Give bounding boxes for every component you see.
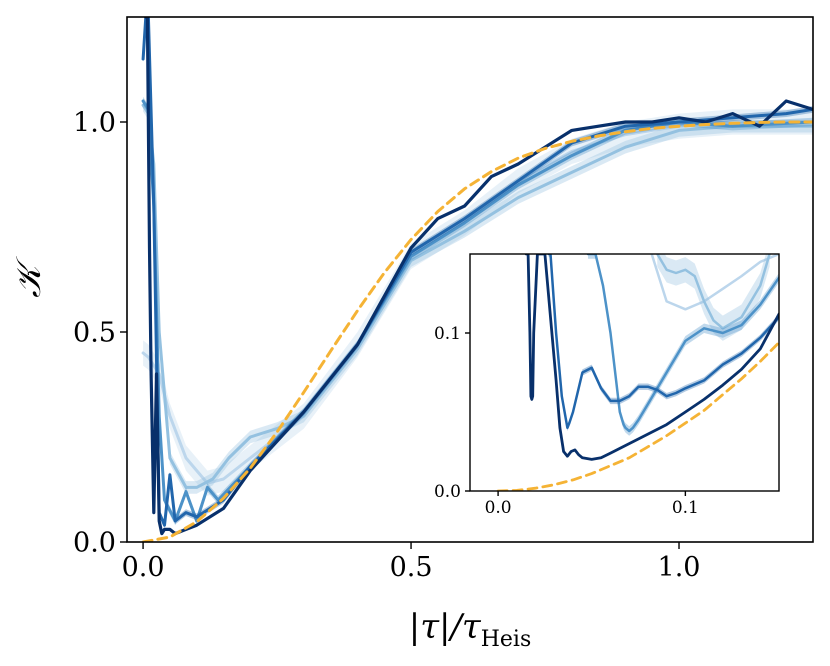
main-y-tick-label: 0.0 — [73, 527, 116, 558]
x-axis-title-main: |τ|/τ — [409, 607, 482, 647]
x-axis-title-subscript: Heis — [481, 627, 532, 652]
main-panel: 0.0 0.5 1.0 0.00.51.0 |τ|/τHeis 𝒦 — [9, 16, 814, 652]
main-line-series-2 — [141, 103, 813, 489]
main-x-axis: 0.0 0.5 1.0 — [122, 542, 701, 583]
main-x-tick-label: 1.0 — [658, 552, 701, 583]
inset-y-tick-label: 0.1 — [434, 324, 461, 344]
inset-line-series-4 — [547, 254, 779, 430]
inset-line-reference-curve — [496, 341, 779, 491]
main-y-tick-label: 1.0 — [73, 107, 116, 138]
inset-background — [470, 254, 779, 491]
inset-x-tick-label: 0.1 — [672, 498, 699, 518]
inset-x-tick-label: 0.0 — [485, 498, 512, 518]
main-line-reference-curve — [141, 120, 813, 542]
inset-x-axis: 0.0 0.1 — [485, 491, 699, 518]
main-line-series-5 — [144, 17, 813, 536]
inset-line-series-2 — [656, 254, 771, 330]
x-axis-title: |τ|/τHeis — [409, 607, 532, 652]
main-series-layer — [141, 17, 813, 542]
inset-panel: 0.0 0.1 0.0 0.1 — [434, 253, 780, 518]
main-x-tick-label: 0.0 — [122, 552, 165, 583]
inset-y-axis: 0.0 0.1 — [434, 324, 470, 502]
inset-series-layer — [496, 254, 779, 491]
inset-axes-frame — [469, 253, 780, 492]
main-x-tick-label: 0.5 — [390, 552, 433, 583]
inset-line-series-1 — [650, 254, 779, 311]
inset-band-series-2 — [657, 254, 770, 341]
main-band-series-1 — [143, 109, 813, 496]
inset-line-series-5 — [524, 254, 779, 461]
inset-y-tick-label: 0.0 — [434, 482, 461, 502]
inset-line-series-3 — [586, 254, 779, 433]
main-y-axis: 0.0 0.5 1.0 — [73, 107, 127, 558]
main-band-series-4 — [143, 17, 813, 529]
main-axes-frame — [126, 16, 814, 543]
main-y-tick-label: 0.5 — [73, 317, 116, 348]
